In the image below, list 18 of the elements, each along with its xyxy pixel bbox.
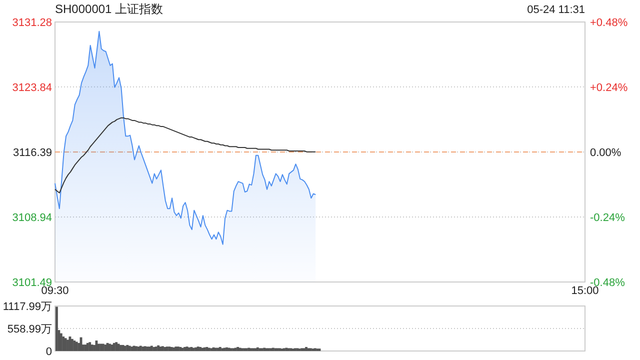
bar — [314, 348, 316, 351]
bar — [56, 306, 58, 351]
y-tick-label: 1117.99万 — [2, 301, 52, 313]
y-tick-label: 0 — [46, 346, 52, 358]
y-tick-label: 3108.94 — [12, 212, 52, 224]
chart-title: SH000001 上证指数 — [55, 2, 164, 16]
x-tick-label: 15:00 — [571, 285, 599, 297]
x-tick-label: 09:30 — [41, 285, 69, 297]
y-tick-label: 3123.84 — [12, 82, 52, 94]
line-series — [54, 117, 316, 194]
y2-tick-label: 0.00% — [590, 147, 622, 159]
y-tick-label: 558.99万 — [7, 324, 52, 336]
y2-tick-label: +0.48% — [590, 17, 628, 29]
y2-tick-label: +0.24% — [590, 82, 628, 94]
y-tick-label: 3116.39 — [13, 146, 52, 159]
y-tick-label: 3131.28 — [12, 17, 52, 29]
y2-tick-label: -0.24% — [590, 212, 626, 224]
chart-subtitle: 05-24 11:31 — [527, 4, 585, 16]
